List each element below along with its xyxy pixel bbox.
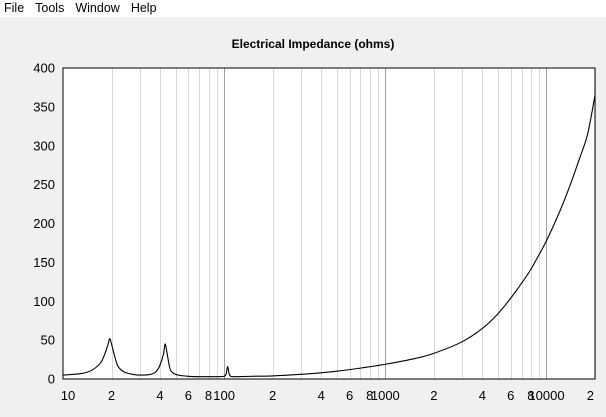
x-tick-label: 6 (185, 388, 192, 403)
x-tick-label: 100 (213, 388, 235, 403)
impedance-curve (62, 95, 596, 378)
y-tick-label: 350 (33, 99, 55, 114)
x-tick-label: 4 (479, 388, 486, 403)
plot-frame (62, 67, 596, 380)
y-tick-label: 400 (33, 61, 55, 76)
y-tick-label: 300 (33, 138, 55, 153)
menu-file[interactable]: File (4, 1, 25, 15)
x-tick-label: 4 (318, 388, 325, 403)
y-tick-label: 50 (41, 333, 55, 348)
impedance-chart: Electrical Impedance (ohms) 0 50 100 150 200… (33, 37, 596, 403)
menu-window[interactable]: Window (75, 1, 120, 15)
chart-title: Electrical Impedance (ohms) (232, 37, 395, 51)
x-tick-label: 8 (366, 388, 373, 403)
plot-area (63, 68, 595, 379)
x-tick-label: 2 (108, 388, 115, 403)
y-tick-label: 250 (33, 177, 55, 192)
x-tick-label: 1000 (371, 388, 400, 403)
major-gridlines (224, 68, 547, 379)
y-axis-labels: 0 50 100 150 200 250 300 350 400 (33, 61, 55, 387)
chart-area: Electrical Impedance (ohms) 0 50 100 150 200… (0, 17, 606, 417)
menu-help[interactable]: Help (130, 1, 157, 15)
y-tick-label: 150 (33, 255, 55, 270)
x-tick-label: 2 (430, 388, 437, 403)
x-tick-label: 2 (587, 388, 594, 403)
x-tick-label: 2 (269, 388, 276, 403)
y-tick-label: 200 (33, 216, 55, 231)
x-tick-label: 8 (527, 388, 534, 403)
x-tick-label: 4 (156, 388, 163, 403)
y-tick-label: 100 (33, 294, 55, 309)
menu-bar: File Tools Window Help (0, 0, 606, 17)
menu-tools[interactable]: Tools (35, 1, 65, 15)
x-tick-label: 6 (346, 388, 353, 403)
x-tick-label: 8 (205, 388, 212, 403)
x-tick-label: 10 (61, 388, 75, 403)
x-tick-label: 6 (507, 388, 514, 403)
x-tick-label: 10000 (528, 388, 564, 403)
y-tick-label: 0 (48, 372, 55, 387)
